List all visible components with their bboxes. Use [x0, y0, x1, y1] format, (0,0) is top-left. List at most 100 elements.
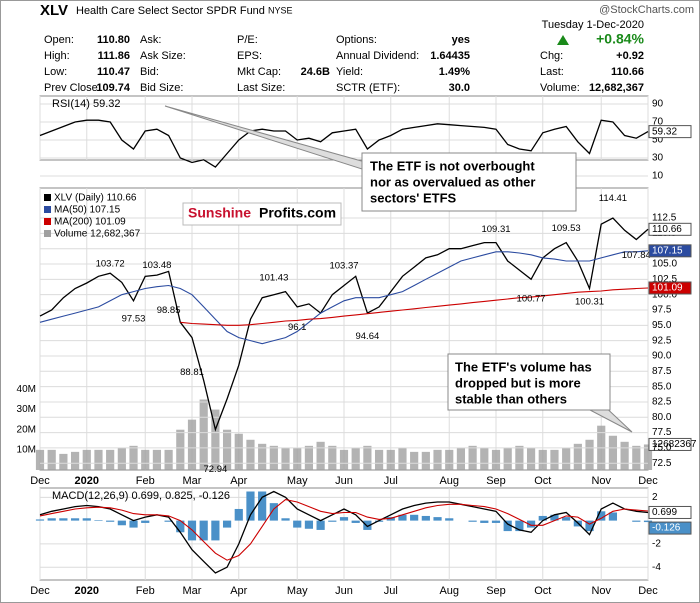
histogram-bar [328, 520, 337, 522]
histogram-bar [632, 520, 641, 522]
histogram-bar [515, 520, 524, 532]
volume-bar [491, 449, 501, 470]
x-tick-label: 2020 [75, 585, 99, 597]
field-label: EPS: [237, 50, 262, 62]
extreme-label: 72.94 [203, 464, 227, 475]
volume-bar [526, 447, 536, 470]
volume-bar [562, 447, 571, 470]
x-tick-label: Sep [486, 585, 506, 597]
x-tick-label: Sep [486, 475, 506, 487]
x-tick-label: Jun [335, 475, 353, 487]
volume-bar [222, 429, 232, 470]
volume-bar [106, 449, 115, 470]
x-tick-label: Mar [183, 475, 202, 487]
volume-bar [632, 445, 641, 470]
volume-bar [538, 449, 547, 470]
volume-bar [328, 445, 337, 470]
value-badge [648, 281, 692, 295]
histogram-bar [141, 520, 150, 523]
volume-bar [82, 449, 91, 470]
note-line: nor as overvalued as other [370, 174, 535, 189]
histogram-bar [59, 518, 68, 521]
volume-bar [339, 449, 349, 470]
volume-bar [234, 433, 243, 470]
logo-part: Profits.com [259, 205, 336, 221]
volume-bar [608, 435, 618, 470]
series-line [180, 287, 649, 326]
value-badge [648, 521, 692, 535]
source: @StockCharts.com [599, 4, 694, 16]
volume-bar [304, 445, 314, 470]
histogram-bar [269, 503, 278, 521]
y-tick-label: 20M [17, 424, 36, 435]
x-tick-label: Aug [439, 475, 459, 487]
histogram-bar [222, 520, 232, 528]
y-tick-label: 105.0 [652, 259, 677, 270]
extreme-label: 100.77 [517, 293, 546, 304]
series-line [39, 499, 649, 561]
field-label: Chg: [540, 50, 563, 62]
histogram-bar [643, 520, 653, 523]
y-tick-label: 70 [652, 117, 664, 128]
panel-title: MACD(12,26,9) 0.699, 0.825, -0.126 [52, 490, 230, 502]
histogram-bar [503, 520, 512, 532]
extreme-label: 101.43 [259, 272, 288, 283]
histogram-bar [363, 520, 372, 530]
exchange: NYSE [268, 5, 293, 15]
volume-bar [47, 449, 56, 470]
volume-bar [59, 453, 68, 470]
field-value: 110.47 [97, 66, 130, 78]
note-line: The ETF's volume has [455, 359, 592, 374]
x-tick-label: May [287, 585, 308, 597]
histogram-bar [129, 520, 138, 528]
extreme-label: 109.53 [552, 223, 581, 234]
callout-box [361, 152, 577, 212]
field-label: High: [44, 50, 70, 62]
y-tick-label: 90.0 [652, 351, 672, 362]
histogram-bar [70, 518, 80, 521]
extreme-label: 100.31 [575, 296, 604, 307]
value-badge-label: 110.66 [652, 224, 682, 235]
y-tick-label: 102.5 [652, 274, 677, 285]
field-label: Options: [336, 34, 377, 46]
x-tick-label: Oct [534, 585, 551, 597]
value-badge [648, 244, 692, 258]
x-tick-label: Feb [136, 585, 155, 597]
histogram-bar [106, 520, 115, 522]
y-tick-label: 2 [652, 492, 658, 503]
value-badge-label: 59.32 [652, 126, 677, 137]
histogram-bar [35, 519, 45, 521]
volume-bar [374, 449, 384, 470]
field-value: +0.84% [596, 31, 644, 47]
histogram-bar [538, 515, 547, 521]
value-badge-label: -0.126 [652, 523, 681, 534]
y-tick-label: 72.5 [652, 458, 672, 469]
legend-swatch [44, 218, 51, 225]
series-line [39, 250, 649, 345]
field-value: +0.92 [616, 50, 644, 62]
value-badge-label: 12682367 [652, 439, 697, 450]
x-tick-label: May [287, 475, 308, 487]
volume-bar [503, 447, 512, 470]
series-line [39, 217, 649, 432]
x-tick-label: Apr [230, 585, 247, 597]
field-label: P/E: [237, 34, 258, 46]
note-line: dropped but is more [455, 375, 581, 390]
volume-bar [433, 449, 442, 470]
field-label: Bid Size: [140, 82, 183, 94]
field-value: 24.6B [301, 66, 330, 78]
histogram-bar [608, 512, 618, 521]
field-value: 109.74 [96, 82, 131, 94]
histogram-bar [562, 517, 571, 521]
histogram-bar [468, 520, 477, 522]
extreme-label: 103.48 [142, 260, 171, 271]
volume-bar [293, 447, 302, 470]
volume-bar [620, 441, 629, 470]
volume-bar [398, 447, 407, 470]
histogram-bar [433, 517, 442, 521]
series-line [39, 119, 649, 168]
x-tick-label: Apr [230, 475, 247, 487]
note-line: stable than others [455, 391, 567, 406]
histogram-bar [421, 515, 430, 521]
volume-bar [585, 439, 594, 470]
